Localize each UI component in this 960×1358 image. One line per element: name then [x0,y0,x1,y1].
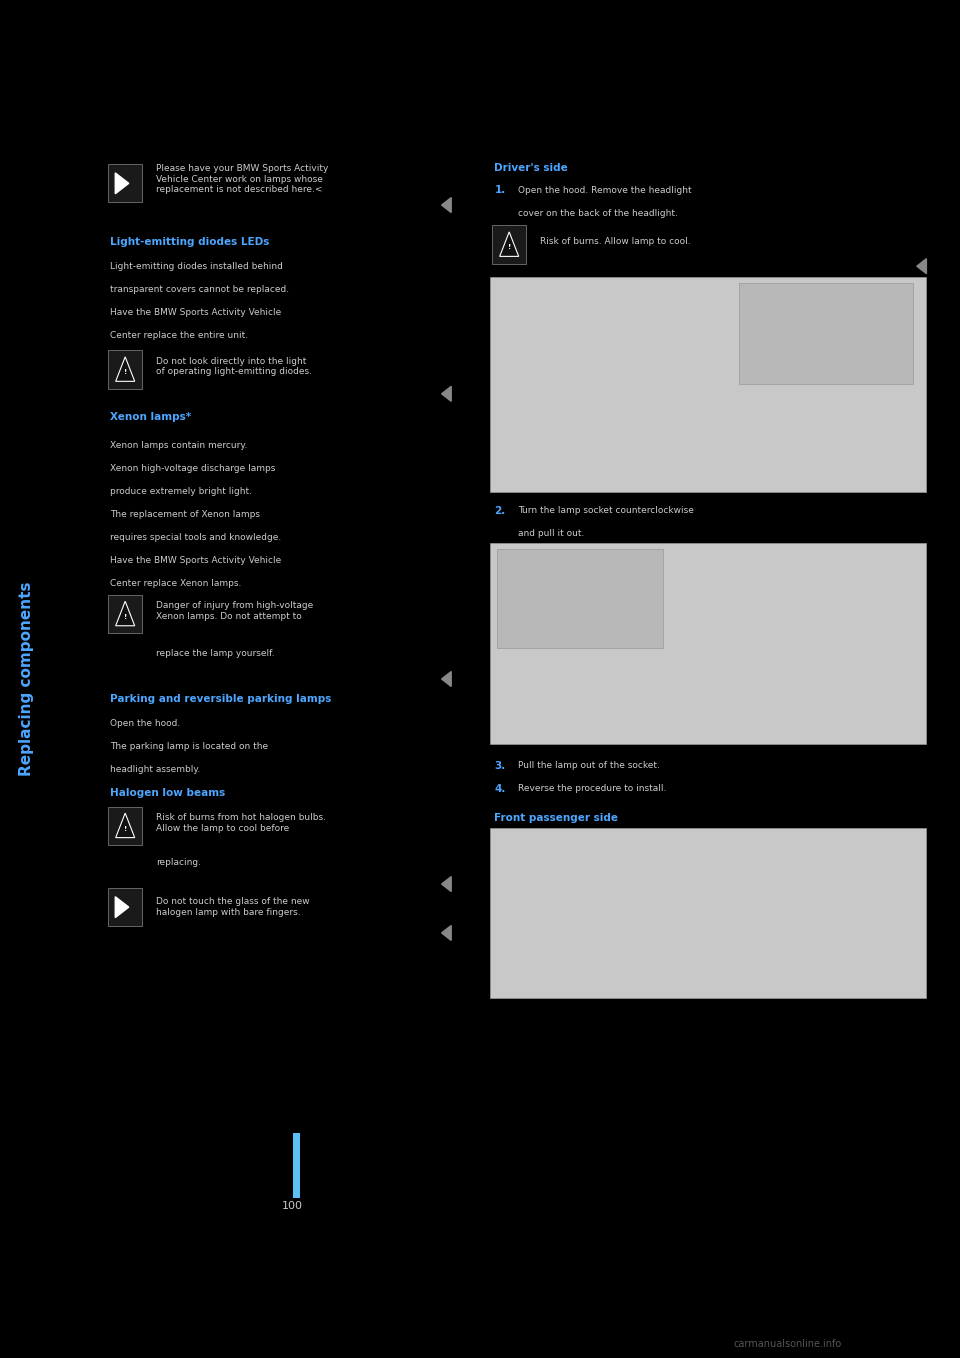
Text: replacing.: replacing. [156,858,202,866]
Text: !: ! [124,826,127,831]
FancyBboxPatch shape [108,164,142,202]
FancyBboxPatch shape [490,277,926,492]
Polygon shape [917,259,926,274]
Polygon shape [115,896,129,918]
Text: Replacing components: Replacing components [19,581,35,777]
Text: 1.: 1. [494,185,506,196]
Text: Parking and reversible parking lamps: Parking and reversible parking lamps [110,694,332,705]
Text: Xenon high-voltage discharge lamps: Xenon high-voltage discharge lamps [110,464,276,473]
Text: 4.: 4. [494,784,506,794]
Text: Center replace the entire unit.: Center replace the entire unit. [110,331,249,340]
Polygon shape [116,813,134,838]
Text: produce extremely bright light.: produce extremely bright light. [110,488,252,496]
Text: Center replace Xenon lamps.: Center replace Xenon lamps. [110,580,242,588]
Polygon shape [442,198,451,213]
Text: Driver's side: Driver's side [494,163,568,174]
Text: !: ! [124,369,127,375]
Text: Danger of injury from high-voltage
Xenon lamps. Do not attempt to: Danger of injury from high-voltage Xenon… [156,602,314,621]
Text: Do not look directly into the light
of operating light-emitting diodes.: Do not look directly into the light of o… [156,357,313,376]
FancyBboxPatch shape [492,225,526,263]
Text: The replacement of Xenon lamps: The replacement of Xenon lamps [110,511,260,519]
Text: Halogen low beams: Halogen low beams [110,788,226,799]
Text: headlight assembly.: headlight assembly. [110,766,201,774]
FancyBboxPatch shape [108,350,142,388]
FancyBboxPatch shape [738,284,913,384]
Polygon shape [442,926,451,940]
Text: 3.: 3. [494,760,506,771]
Text: Front passenger side: Front passenger side [494,812,618,823]
Text: !: ! [508,244,511,250]
FancyBboxPatch shape [490,828,926,998]
Text: Have the BMW Sports Activity Vehicle: Have the BMW Sports Activity Vehicle [110,308,281,316]
Text: Light-emitting diodes installed behind: Light-emitting diodes installed behind [110,262,283,270]
Text: 2.: 2. [494,505,506,516]
FancyBboxPatch shape [108,807,142,845]
FancyBboxPatch shape [490,543,926,744]
Polygon shape [442,877,451,892]
Text: replace the lamp yourself.: replace the lamp yourself. [156,649,276,657]
FancyBboxPatch shape [497,549,663,648]
Text: requires special tools and knowledge.: requires special tools and knowledge. [110,534,281,542]
Text: cover on the back of the headlight.: cover on the back of the headlight. [518,209,679,217]
Text: Xenon lamps*: Xenon lamps* [110,411,192,422]
Text: Light-emitting diodes LEDs: Light-emitting diodes LEDs [110,236,270,247]
Text: Risk of burns. Allow lamp to cool.: Risk of burns. Allow lamp to cool. [540,238,691,246]
Text: Reverse the procedure to install.: Reverse the procedure to install. [518,785,667,793]
Text: Please have your BMW Sports Activity
Vehicle Center work on lamps whose
replacem: Please have your BMW Sports Activity Veh… [156,164,329,194]
Text: Xenon lamps contain mercury.: Xenon lamps contain mercury. [110,441,248,449]
Text: transparent covers cannot be replaced.: transparent covers cannot be replaced. [110,285,290,293]
Text: The parking lamp is located on the: The parking lamp is located on the [110,743,269,751]
FancyBboxPatch shape [108,595,142,633]
Polygon shape [116,602,134,626]
Polygon shape [499,232,518,257]
Text: !: ! [124,614,127,619]
Text: and pull it out.: and pull it out. [518,530,585,538]
Polygon shape [442,672,451,687]
Text: 100: 100 [282,1200,303,1211]
Text: Pull the lamp out of the socket.: Pull the lamp out of the socket. [518,762,660,770]
Polygon shape [442,387,451,402]
Text: Do not touch the glass of the new
halogen lamp with bare fingers.: Do not touch the glass of the new haloge… [156,898,310,917]
Text: Risk of burns from hot halogen bulbs.
Allow the lamp to cool before: Risk of burns from hot halogen bulbs. Al… [156,813,326,832]
Polygon shape [116,357,134,382]
Text: Open the hood. Remove the headlight: Open the hood. Remove the headlight [518,186,692,194]
Polygon shape [115,172,129,194]
FancyBboxPatch shape [293,1133,300,1198]
Text: Have the BMW Sports Activity Vehicle: Have the BMW Sports Activity Vehicle [110,557,281,565]
FancyBboxPatch shape [108,888,142,926]
Text: Open the hood.: Open the hood. [110,720,180,728]
Text: Turn the lamp socket counterclockwise: Turn the lamp socket counterclockwise [518,507,694,515]
Text: carmanualsonline.info: carmanualsonline.info [733,1339,841,1350]
